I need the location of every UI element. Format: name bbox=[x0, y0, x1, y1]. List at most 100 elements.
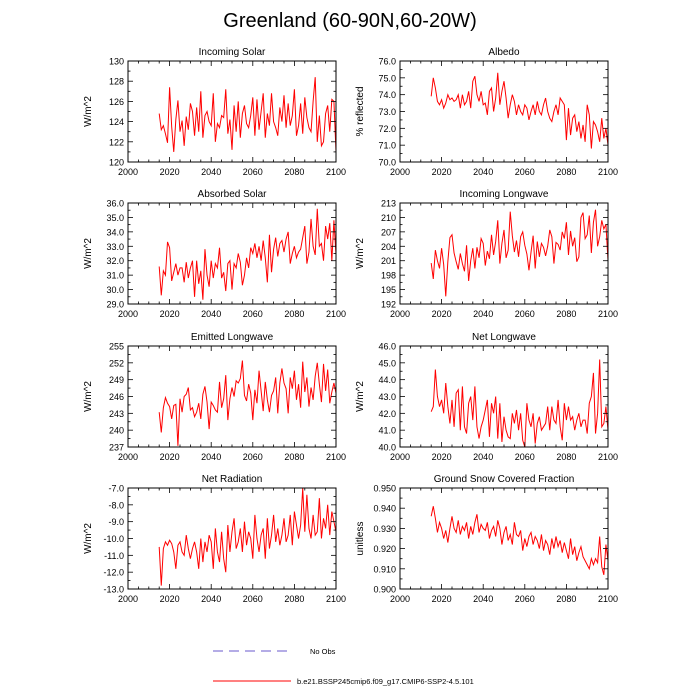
figure-title: Greenland (60-90N,60-20W) bbox=[223, 10, 476, 32]
plot-frame bbox=[399, 60, 609, 163]
x-tick-label: 2020 bbox=[160, 167, 180, 177]
legend: No Obs b.e21.BSSP245cmip6.f09_g17.CMIP6-… bbox=[213, 647, 474, 686]
y-tick-label: 32.0 bbox=[106, 256, 124, 266]
panel-incoming-solar: 2000 2020 2040 2060 2080 2100 120 122 124 126 128 1… bbox=[83, 47, 346, 177]
x-tick-label: 2040 bbox=[201, 167, 221, 177]
x-tick-label: 2080 bbox=[284, 594, 304, 604]
x-tick-label: 2020 bbox=[160, 452, 180, 462]
series-line bbox=[430, 72, 609, 149]
y-tick-label: 41.0 bbox=[378, 426, 396, 436]
panel-incoming-longwave: 2000 2020 2040 2060 2080 2100 192 195 198 201 204 2… bbox=[355, 189, 618, 319]
x-tick-label: 2100 bbox=[598, 594, 618, 604]
y-tick-label: 237 bbox=[109, 443, 124, 453]
x-tick-label: 2040 bbox=[473, 167, 493, 177]
x-tick-label: 2020 bbox=[432, 167, 452, 177]
y-tick-label: 213 bbox=[381, 199, 396, 209]
x-tick-label: 2060 bbox=[243, 309, 263, 319]
y-tick-label: 43.0 bbox=[378, 392, 396, 402]
x-tick-label: 2060 bbox=[515, 452, 535, 462]
y-tick-label: -10.0 bbox=[103, 534, 124, 544]
y-tick-label: 198 bbox=[381, 271, 396, 281]
plot-frame bbox=[127, 345, 337, 448]
y-tick-label: 45.0 bbox=[378, 358, 396, 368]
y-tick-label: 0.930 bbox=[373, 524, 396, 534]
panel-net-radiation: 2000 2020 2040 2060 2080 2100 -13.0 -12.0 -11.0 -… bbox=[83, 474, 346, 604]
y-tick-label: -13.0 bbox=[103, 585, 124, 595]
series-line bbox=[430, 506, 609, 575]
x-tick-label: 2080 bbox=[284, 309, 304, 319]
panel-absorbed-solar: 2000 2020 2040 2060 2080 2100 29.0 30.0 31.0 32.0… bbox=[83, 189, 346, 319]
panel-ground-snow-covered-fraction: 2000 2020 2040 2060 2080 2100 0.900 0.910 0.920 0… bbox=[355, 474, 618, 604]
y-tick-label: 130 bbox=[109, 57, 124, 67]
y-tick-label: 30.0 bbox=[106, 285, 124, 295]
x-tick-label: 2060 bbox=[243, 452, 263, 462]
y-tick-label: 76.0 bbox=[378, 57, 396, 67]
y-tick-label: -12.0 bbox=[103, 568, 124, 578]
plot-frame bbox=[399, 345, 609, 448]
y-tick-label: -11.0 bbox=[104, 551, 124, 561]
legend-model-label: b.e21.BSSP245cmip6.f09_g17.CMIP6-SSP2-4.… bbox=[297, 677, 474, 686]
y-tick-label: 204 bbox=[381, 242, 396, 252]
y-axis-label: W/m^2 bbox=[83, 96, 94, 127]
y-tick-label: 40.0 bbox=[378, 443, 396, 453]
x-tick-label: 2040 bbox=[201, 309, 221, 319]
y-axis-label: W/m^2 bbox=[83, 238, 94, 269]
plot-frame bbox=[127, 487, 337, 590]
x-tick-label: 2020 bbox=[432, 452, 452, 462]
y-tick-label: 31.0 bbox=[106, 271, 124, 281]
y-tick-label: 73.0 bbox=[378, 107, 396, 117]
y-tick-label: 207 bbox=[381, 227, 396, 237]
series-line bbox=[158, 77, 337, 152]
x-tick-label: 2060 bbox=[515, 167, 535, 177]
x-tick-label: 2020 bbox=[432, 594, 452, 604]
y-tick-label: 124 bbox=[109, 117, 124, 127]
y-tick-label: 0.910 bbox=[373, 564, 396, 574]
series-line bbox=[158, 360, 337, 446]
y-tick-label: 249 bbox=[109, 375, 124, 385]
y-tick-label: 35.0 bbox=[106, 213, 124, 223]
y-tick-label: 201 bbox=[381, 256, 396, 266]
y-tick-label: 75.0 bbox=[378, 73, 396, 83]
panel-net-longwave: 2000 2020 2040 2060 2080 2100 40.0 41.0 42.0 43.0… bbox=[355, 332, 618, 462]
x-tick-label: 2100 bbox=[598, 167, 618, 177]
y-tick-label: 126 bbox=[109, 97, 124, 107]
x-tick-label: 2080 bbox=[556, 309, 576, 319]
x-tick-label: 2040 bbox=[473, 594, 493, 604]
panel-emitted-longwave: 2000 2020 2040 2060 2080 2100 237 240 243 246 249 2… bbox=[83, 332, 346, 462]
x-tick-label: 2040 bbox=[201, 594, 221, 604]
y-tick-label: 74.0 bbox=[378, 90, 396, 100]
x-tick-label: 2000 bbox=[390, 167, 410, 177]
y-tick-label: 246 bbox=[109, 392, 124, 402]
y-tick-label: 243 bbox=[109, 409, 124, 419]
y-tick-label: 128 bbox=[109, 77, 124, 87]
panel-title: Ground Snow Covered Fraction bbox=[434, 474, 575, 485]
y-tick-label: 42.0 bbox=[378, 409, 396, 419]
panel-title: Absorbed Solar bbox=[198, 189, 268, 200]
x-tick-label: 2000 bbox=[118, 452, 138, 462]
x-tick-label: 2060 bbox=[243, 594, 263, 604]
y-tick-label: 33.0 bbox=[106, 242, 124, 252]
x-tick-label: 2020 bbox=[160, 594, 180, 604]
y-tick-label: 71.0 bbox=[378, 141, 396, 151]
panel-title: Incoming Longwave bbox=[460, 189, 549, 200]
y-tick-label: 44.0 bbox=[378, 375, 396, 385]
x-tick-label: 2000 bbox=[118, 167, 138, 177]
y-tick-label: 240 bbox=[109, 426, 124, 436]
y-tick-label: 195 bbox=[381, 285, 396, 295]
x-tick-label: 2040 bbox=[473, 309, 493, 319]
y-tick-label: 72.0 bbox=[378, 124, 396, 134]
y-axis-label: W/m^2 bbox=[83, 523, 94, 554]
x-tick-label: 2020 bbox=[432, 309, 452, 319]
x-tick-label: 2040 bbox=[201, 452, 221, 462]
panel-albedo: 2000 2020 2040 2060 2080 2100 70.0 71.0 72.0 73.0… bbox=[355, 47, 618, 177]
x-tick-label: 2060 bbox=[515, 309, 535, 319]
y-tick-label: -9.0 bbox=[108, 517, 124, 527]
y-tick-label: 120 bbox=[109, 158, 124, 168]
series-line bbox=[158, 208, 337, 300]
y-tick-label: 0.920 bbox=[373, 544, 396, 554]
x-tick-label: 2060 bbox=[515, 594, 535, 604]
y-tick-label: 255 bbox=[109, 342, 124, 352]
x-tick-label: 2100 bbox=[598, 452, 618, 462]
panel-title: Incoming Solar bbox=[199, 47, 266, 58]
